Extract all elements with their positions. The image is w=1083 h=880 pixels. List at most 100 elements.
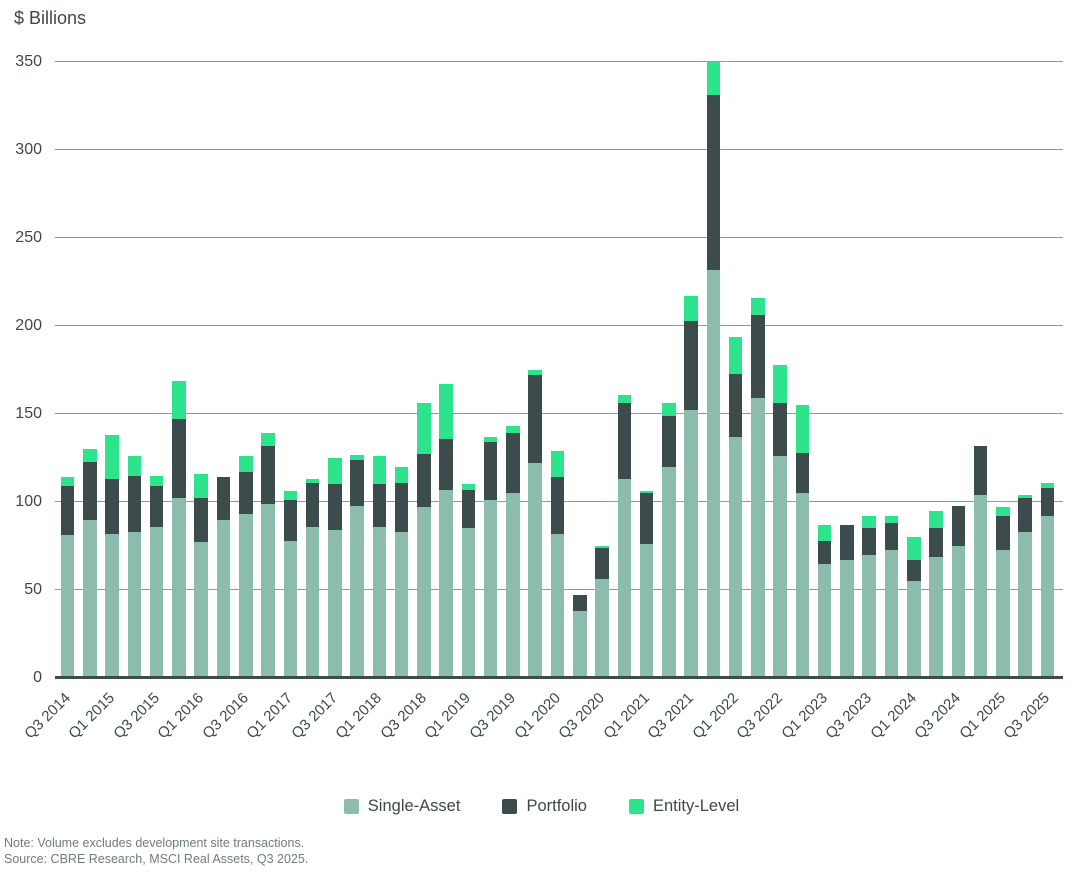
y-tick-label-250: 250 xyxy=(15,229,42,246)
bar-single-asset-q1-2018 xyxy=(372,526,387,678)
bar-entity-level-q2-2024 xyxy=(929,510,943,529)
bar-portfolio-q4-2015 xyxy=(172,419,186,499)
bar-entity-level-q3-2020 xyxy=(595,546,609,548)
bar-single-asset-q2-2025 xyxy=(1018,531,1032,678)
bar-portfolio-q3-2019 xyxy=(506,433,520,494)
bar-single-asset-q3-2014 xyxy=(60,535,75,678)
bar-portfolio-q1-2021 xyxy=(639,493,654,545)
bar-entity-level-q3-2015 xyxy=(149,475,164,487)
bar-portfolio-q4-2017 xyxy=(350,459,364,506)
bar-entity-level-q2-2018 xyxy=(394,466,409,483)
bar-single-asset-q2-2021 xyxy=(662,466,676,678)
bar-single-asset-q3-2020 xyxy=(595,579,609,678)
bar-portfolio-q3-2022 xyxy=(773,403,787,457)
bar-portfolio-q1-2017 xyxy=(283,500,298,541)
bar-entity-level-q1-2022 xyxy=(728,336,743,374)
bar-single-asset-q4-2015 xyxy=(172,498,186,678)
bar-single-asset-q3-2022 xyxy=(773,456,787,678)
bar-entity-level-q3-2018 xyxy=(417,403,431,455)
bar-portfolio-q4-2021 xyxy=(706,95,721,270)
bar-entity-level-q2-2017 xyxy=(305,479,320,483)
bar-portfolio-q2-2017 xyxy=(305,482,320,527)
bar-portfolio-q3-2014 xyxy=(60,486,75,536)
bar-single-asset-q3-2024 xyxy=(951,546,966,678)
bar-portfolio-q4-2023 xyxy=(884,523,899,550)
bar-portfolio-q4-2024 xyxy=(973,445,988,495)
bar-portfolio-q3-2018 xyxy=(417,454,431,508)
bar-single-asset-q3-2018 xyxy=(417,507,431,678)
bar-entity-level-q2-2022 xyxy=(751,297,765,316)
bar-single-asset-q4-2016 xyxy=(261,503,275,678)
bar-entity-level-q4-2016 xyxy=(261,433,275,446)
gridline-250 xyxy=(55,237,1063,238)
bar-single-asset-q1-2015 xyxy=(105,533,119,678)
footnote-note: Note: Volume excludes development site t… xyxy=(4,836,305,850)
footnote-source: Source: CBRE Research, MSCI Real Assets,… xyxy=(4,851,309,866)
bar-entity-level-q3-2017 xyxy=(328,458,342,485)
bar-portfolio-q3-2017 xyxy=(328,484,342,531)
bar-portfolio-q2-2023 xyxy=(840,524,854,561)
bar-single-asset-q4-2014 xyxy=(83,519,97,678)
legend-item-single-asset: Single-Asset xyxy=(343,797,460,816)
bar-portfolio-q1-2022 xyxy=(728,373,743,437)
bar-entity-level-q1-2025 xyxy=(996,507,1010,517)
bar-single-asset-q3-2017 xyxy=(328,530,342,678)
bar-single-asset-q1-2025 xyxy=(996,549,1010,678)
bar-entity-level-q2-2021 xyxy=(662,403,676,416)
bar-single-asset-q2-2019 xyxy=(483,500,498,678)
bar-portfolio-q2-2025 xyxy=(1018,498,1032,532)
y-tick-label-100: 100 xyxy=(15,493,42,510)
bar-entity-level-q3-2016 xyxy=(239,456,253,473)
bar-single-asset-q3-2015 xyxy=(149,526,164,678)
bar-single-asset-q1-2019 xyxy=(461,528,476,678)
y-tick-label-150: 150 xyxy=(15,405,42,422)
bar-entity-level-q1-2015 xyxy=(105,435,119,480)
bar-portfolio-q1-2025 xyxy=(996,516,1010,550)
bar-entity-level-q3-2019 xyxy=(506,426,520,434)
bar-single-asset-q1-2017 xyxy=(283,540,298,678)
bar-single-asset-q3-2019 xyxy=(506,493,520,678)
bar-entity-level-q1-2023 xyxy=(817,524,832,541)
bar-portfolio-q3-2016 xyxy=(239,472,253,515)
gridline-200 xyxy=(55,325,1063,326)
bar-entity-level-q1-2020 xyxy=(550,450,565,478)
bar-entity-level-q4-2019 xyxy=(528,370,542,376)
bar-entity-level-q2-2025 xyxy=(1018,494,1032,499)
bar-entity-level-q1-2016 xyxy=(194,473,208,499)
bar-entity-level-q1-2024 xyxy=(907,537,921,561)
bar-single-asset-q4-2018 xyxy=(439,489,453,678)
bar-portfolio-q3-2023 xyxy=(862,528,876,555)
bar-portfolio-q1-2019 xyxy=(461,489,476,529)
bar-portfolio-q2-2019 xyxy=(483,442,498,501)
bar-single-asset-q4-2023 xyxy=(884,549,899,678)
bar-single-asset-q2-2015 xyxy=(127,531,142,678)
bar-entity-level-q4-2020 xyxy=(617,394,632,404)
gridline-300 xyxy=(55,149,1063,150)
legend-swatch-entity-level xyxy=(628,799,644,814)
bar-single-asset-q3-2021 xyxy=(684,410,698,678)
bar-entity-level-q4-2017 xyxy=(350,454,364,460)
bar-portfolio-q3-2021 xyxy=(684,320,698,411)
bar-single-asset-q1-2016 xyxy=(194,542,208,678)
gridline-0 xyxy=(55,676,1063,679)
bar-portfolio-q1-2016 xyxy=(194,498,208,543)
bar-entity-level-q1-2021 xyxy=(639,491,654,494)
legend-swatch-portfolio xyxy=(502,799,518,814)
bar-single-asset-q2-2018 xyxy=(394,531,409,678)
y-tick-label-50: 50 xyxy=(24,581,42,598)
bar-portfolio-q4-2016 xyxy=(261,445,275,504)
bar-portfolio-q4-2014 xyxy=(83,461,97,520)
bar-single-asset-q2-2022 xyxy=(751,398,765,678)
bar-single-asset-q2-2020 xyxy=(573,611,587,678)
y-axis-unit-label: $ Billions xyxy=(14,8,87,28)
x-axis: Q3 2014 Q1 2015 Q3 2015 Q1 2016 Q3 2016 Q1 20… xyxy=(21,681,1063,776)
bar-portfolio-q4-2022 xyxy=(795,452,810,494)
bar-portfolio-q4-2020 xyxy=(617,403,632,480)
bar-single-asset-q1-2022 xyxy=(728,436,743,678)
bar-portfolio-q3-2015 xyxy=(149,486,164,527)
bar-portfolio-q3-2025 xyxy=(1040,487,1055,517)
bar-portfolio-q4-2019 xyxy=(528,375,542,464)
bar-entity-level-q1-2017 xyxy=(283,491,298,501)
bar-entity-level-q4-2023 xyxy=(884,516,899,524)
